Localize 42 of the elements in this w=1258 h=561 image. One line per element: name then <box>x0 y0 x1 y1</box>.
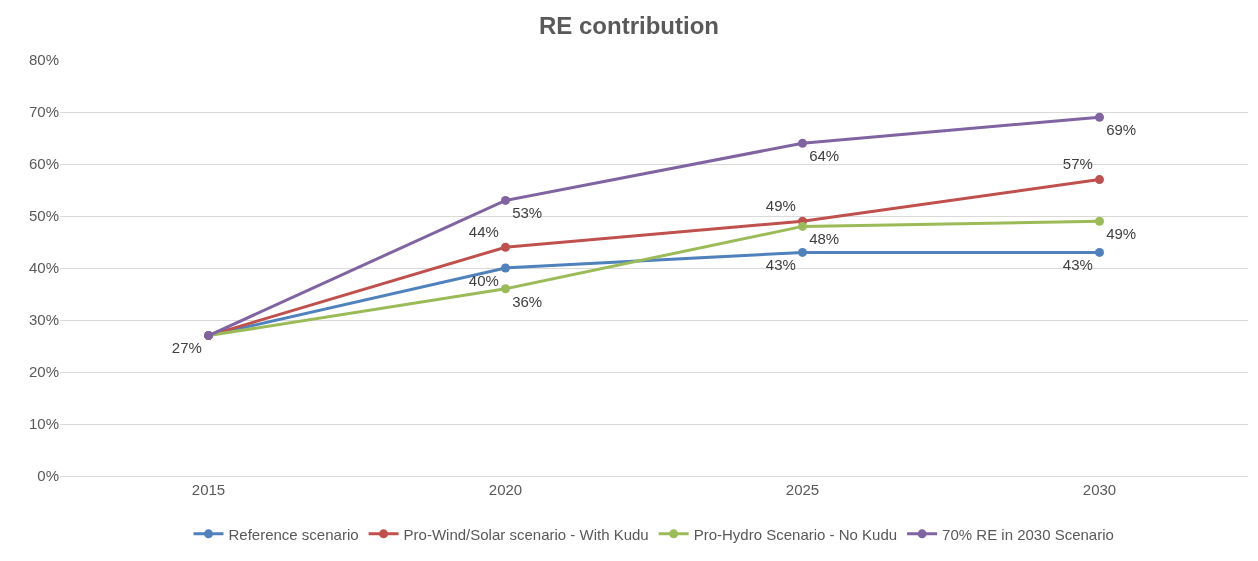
legend-label: Pro-Wind/Solar scenario - With Kudu <box>403 525 649 543</box>
legend-label: Reference scenario <box>228 525 359 543</box>
point <box>501 263 510 273</box>
x-tick-label: 2020 <box>488 481 523 498</box>
x-tick-label: 2015 <box>191 481 226 498</box>
y-tick-label: 50% <box>28 207 59 225</box>
x-tick-label: 2025 <box>785 481 820 498</box>
point <box>798 247 807 257</box>
data-label: 49% <box>765 196 796 214</box>
y-tick-label: 60% <box>28 155 59 173</box>
point <box>798 221 807 231</box>
point <box>1095 112 1104 122</box>
point <box>1095 175 1104 185</box>
y-tick-label: 20% <box>28 363 59 381</box>
x-tick-label: 2030 <box>1082 481 1117 498</box>
data-label: 27% <box>171 339 202 357</box>
point <box>1095 216 1104 226</box>
point <box>1095 247 1104 257</box>
data-label: 49% <box>1106 225 1137 243</box>
point <box>501 284 510 294</box>
data-label: 43% <box>1062 256 1093 274</box>
data-label: 57% <box>1062 155 1093 173</box>
legend-label: Pro-Hydro Scenario - No Kudu <box>693 525 898 543</box>
y-tick-label: 30% <box>28 311 59 329</box>
data-label: 36% <box>512 292 543 310</box>
data-label: 48% <box>809 230 840 248</box>
y-tick-label: 0% <box>37 467 59 485</box>
y-tick-label: 70% <box>28 103 59 121</box>
data-label: 40% <box>468 271 499 289</box>
point <box>798 138 807 148</box>
data-label: 69% <box>1106 121 1137 139</box>
y-tick-label: 40% <box>28 259 59 277</box>
y-tick-label: 10% <box>28 415 59 433</box>
data-label: 53% <box>512 204 543 222</box>
data-label: 44% <box>468 222 499 240</box>
chart-title: RE contribution <box>539 11 719 39</box>
legend-label: 70% RE in 2030 Scenario <box>942 525 1114 543</box>
point <box>501 242 510 252</box>
point <box>501 195 510 205</box>
data-label: 64% <box>809 147 840 165</box>
data-label: 43% <box>765 256 796 274</box>
y-tick-label: 80% <box>28 51 59 69</box>
